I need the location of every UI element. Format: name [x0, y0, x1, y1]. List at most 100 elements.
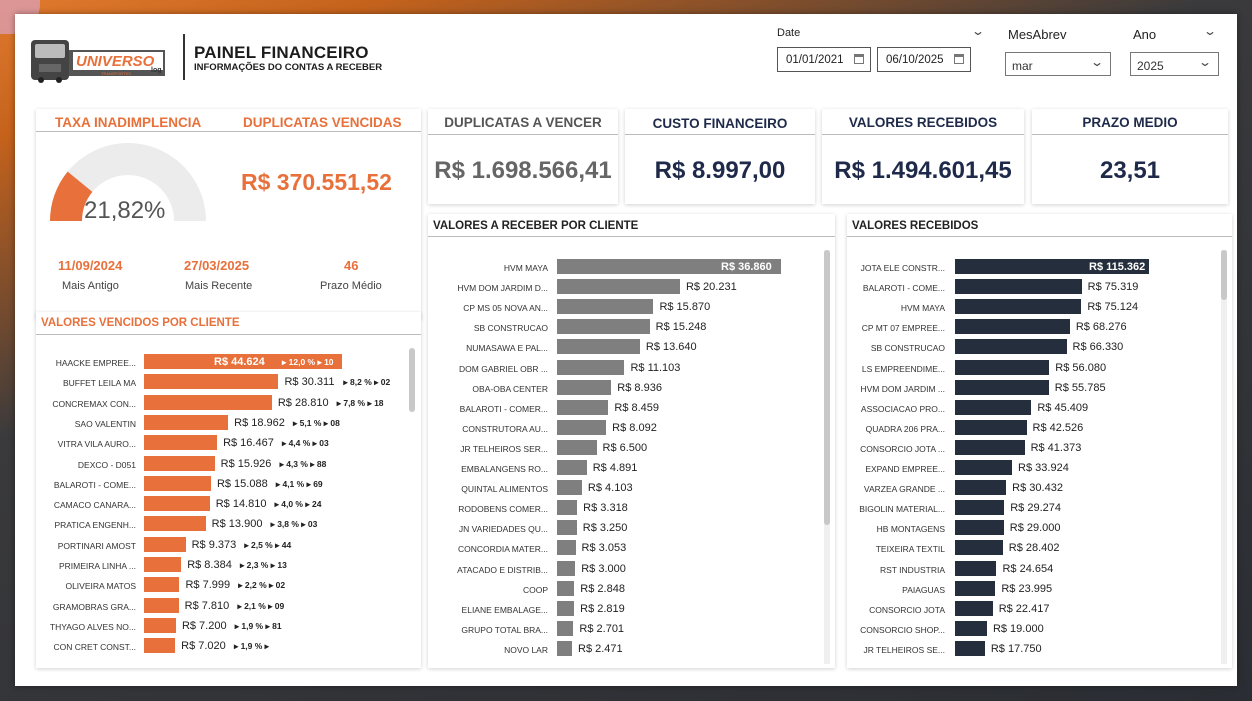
bar[interactable]: [557, 439, 597, 455]
bar-row[interactable]: NUMASAWA E PAL... R$ 13.640: [428, 339, 823, 356]
year-filter-chevron-icon[interactable]: ⌄: [1202, 24, 1218, 38]
bar-row[interactable]: CONSORCIO JOTA ... R$ 41.373: [847, 439, 1217, 457]
bar-row[interactable]: SB CONSTRUCAO R$ 15.248: [428, 319, 823, 336]
bar-row[interactable]: BALAROTI - COME... R$ 75.319: [847, 279, 1217, 296]
bar-row[interactable]: HVM DOM JARDIM ... R$ 55.785: [847, 379, 1217, 397]
bar[interactable]: [144, 617, 176, 633]
bar[interactable]: [955, 480, 1007, 496]
calendar-icon[interactable]: [854, 54, 864, 64]
bar-row[interactable]: CONCREMAX CON... R$ 28.810 ▸ 7,8 % ▸ 18: [36, 394, 408, 412]
bar-row[interactable]: CP MT 07 EMPREE... R$ 68.276: [847, 319, 1217, 336]
date-filter-chevron-icon[interactable]: ⌄: [970, 24, 986, 38]
bar[interactable]: [955, 580, 996, 596]
bar[interactable]: [955, 379, 1049, 395]
bar-row[interactable]: RST INDUSTRIA R$ 24.654: [847, 560, 1217, 578]
bar[interactable]: [955, 540, 1003, 556]
bar-row[interactable]: DOM GABRIEL OBR ... R$ 11.103: [428, 359, 823, 377]
bar-row[interactable]: CAMACO CANARA... R$ 14.810 ▸ 4,0 % ▸ 24: [36, 496, 408, 513]
bar-row[interactable]: ATACADO E DISTRIB... R$ 3.000: [428, 560, 823, 578]
bar[interactable]: [557, 460, 587, 475]
bar-row[interactable]: TEIXEIRA TEXTIL R$ 28.402: [847, 540, 1217, 557]
bar[interactable]: [955, 259, 1149, 274]
bar[interactable]: [955, 299, 1082, 315]
month-dropdown[interactable]: mar ⌄: [1005, 52, 1111, 76]
bar[interactable]: [955, 600, 993, 616]
bar-row[interactable]: COOP R$ 2.848: [428, 580, 823, 598]
bar[interactable]: [557, 500, 578, 516]
bar[interactable]: [557, 580, 575, 596]
bar-row[interactable]: VARZEA GRANDE ... R$ 30.432: [847, 480, 1217, 497]
bar[interactable]: [144, 394, 272, 410]
bar-row[interactable]: CONSORCIO JOTA R$ 22.417: [847, 600, 1217, 618]
bar-row[interactable]: OLIVEIRA MATOS R$ 7.999 ▸ 2,2 % ▸ 02: [36, 577, 408, 594]
bar-row[interactable]: VITRA VILA AURO... R$ 16.467 ▸ 4,4 % ▸ 03: [36, 435, 408, 452]
bar[interactable]: [955, 339, 1067, 355]
bar[interactable]: [955, 620, 987, 636]
bar-row[interactable]: CONSORCIO SHOP... R$ 19.000: [847, 620, 1217, 638]
bar-row[interactable]: PRIMEIRA LINHA ... R$ 8.384 ▸ 2,3 % ▸ 13: [36, 557, 408, 574]
bar-row[interactable]: QUADRA 206 PRA... R$ 42.526: [847, 419, 1217, 437]
bar[interactable]: [557, 480, 582, 496]
scrollbar-thumb[interactable]: [1221, 250, 1227, 300]
bar[interactable]: [557, 419, 607, 435]
bar-row[interactable]: JOTA ELE CONSTR... R$ 115.362: [847, 259, 1217, 276]
bar-row[interactable]: CONSTRUTORA AU... R$ 8.092: [428, 419, 823, 437]
bar-row[interactable]: HVM MAYA R$ 36.860: [428, 259, 823, 276]
bar-row[interactable]: JR TELHEIROS SE... R$ 17.750: [847, 640, 1217, 658]
bar-row[interactable]: BALAROTI - COMER... R$ 8.459: [428, 399, 823, 417]
bar-row[interactable]: BIGOLIN MATERIAL... R$ 29.274: [847, 500, 1217, 517]
bar-row[interactable]: THYAGO ALVES NO... R$ 7.200 ▸ 1,9 % ▸ 81: [36, 617, 408, 635]
bar[interactable]: [144, 455, 215, 471]
bar-row[interactable]: BALAROTI - COME... R$ 15.088 ▸ 4,1 % ▸ 69: [36, 475, 408, 493]
bar[interactable]: [955, 279, 1082, 295]
bar[interactable]: [144, 374, 279, 390]
bar[interactable]: [955, 500, 1005, 516]
bar-row[interactable]: BUFFET LEILA MA R$ 30.311 ▸ 8,2 % ▸ 02: [36, 374, 408, 391]
bar[interactable]: [557, 319, 650, 335]
bar-row[interactable]: LS EMPREENDIME... R$ 56.080: [847, 359, 1217, 377]
bar-row[interactable]: ASSOCIACAO PRO... R$ 45.409: [847, 399, 1217, 417]
bar-row[interactable]: JR TELHEIROS SER... R$ 6.500: [428, 439, 823, 457]
bar[interactable]: [144, 638, 176, 654]
bar[interactable]: [144, 496, 210, 512]
date-end-input[interactable]: 06/10/2025: [877, 47, 971, 72]
bar[interactable]: [955, 359, 1050, 375]
bar-row[interactable]: OBA-OBA CENTER R$ 8.936: [428, 379, 823, 397]
bar-row[interactable]: PORTINARI AMOST R$ 9.373 ▸ 2,5 % ▸ 44: [36, 536, 408, 554]
bar[interactable]: [557, 279, 680, 295]
bar-row[interactable]: DEXCO - D051 R$ 15.926 ▸ 4,3 % ▸ 88: [36, 455, 408, 473]
bar[interactable]: [144, 475, 211, 491]
scrollbar-thumb[interactable]: [824, 250, 830, 525]
bar[interactable]: [955, 319, 1070, 335]
bar-row[interactable]: QUINTAL ALIMENTOS R$ 4.103: [428, 480, 823, 497]
bar[interactable]: [955, 419, 1027, 435]
bar[interactable]: [955, 640, 985, 656]
bar[interactable]: [557, 600, 575, 616]
bar-row[interactable]: RODOBENS COMER... R$ 3.318: [428, 500, 823, 517]
bar-row[interactable]: CONCORDIA MATER... R$ 3.053: [428, 540, 823, 557]
bar[interactable]: [557, 379, 612, 395]
year-dropdown[interactable]: 2025 ⌄: [1130, 52, 1219, 76]
bar-row[interactable]: SB CONSTRUCAO R$ 66.330: [847, 339, 1217, 356]
bar-row[interactable]: EMBALANGENS RO... R$ 4.891: [428, 460, 823, 477]
bar[interactable]: [955, 460, 1013, 475]
bar[interactable]: [144, 414, 229, 430]
bar-row[interactable]: SAO VALENTIN R$ 18.962 ▸ 5,1 % ▸ 08: [36, 414, 408, 432]
bar-row[interactable]: JN VARIEDADES QU... R$ 3.250: [428, 520, 823, 537]
bar-row[interactable]: HB MONTAGENS R$ 29.000: [847, 520, 1217, 537]
bar-row[interactable]: CON CRET CONST... R$ 7.020 ▸ 1,9 % ▸: [36, 638, 408, 655]
bar-row[interactable]: PAIAGUAS R$ 23.995: [847, 580, 1217, 598]
bar-row[interactable]: NOVO LAR R$ 2.471: [428, 640, 823, 658]
bar-row[interactable]: GRAMOBRAS GRA... R$ 7.810 ▸ 2,1 % ▸ 09: [36, 597, 408, 615]
bar[interactable]: [557, 259, 781, 274]
bar[interactable]: [557, 540, 576, 556]
bar-row[interactable]: EXPAND EMPREE... R$ 33.924: [847, 460, 1217, 477]
scrollbar-thumb[interactable]: [409, 348, 415, 412]
bar[interactable]: [557, 399, 609, 415]
bar[interactable]: [557, 359, 625, 375]
bar[interactable]: [557, 520, 577, 536]
bar-row[interactable]: PRATICA ENGENH... R$ 13.900 ▸ 3,8 % ▸ 03: [36, 516, 408, 533]
bar[interactable]: [955, 439, 1025, 455]
bar-row[interactable]: HVM DOM JARDIM D... R$ 20.231: [428, 279, 823, 296]
bar[interactable]: [144, 577, 180, 593]
